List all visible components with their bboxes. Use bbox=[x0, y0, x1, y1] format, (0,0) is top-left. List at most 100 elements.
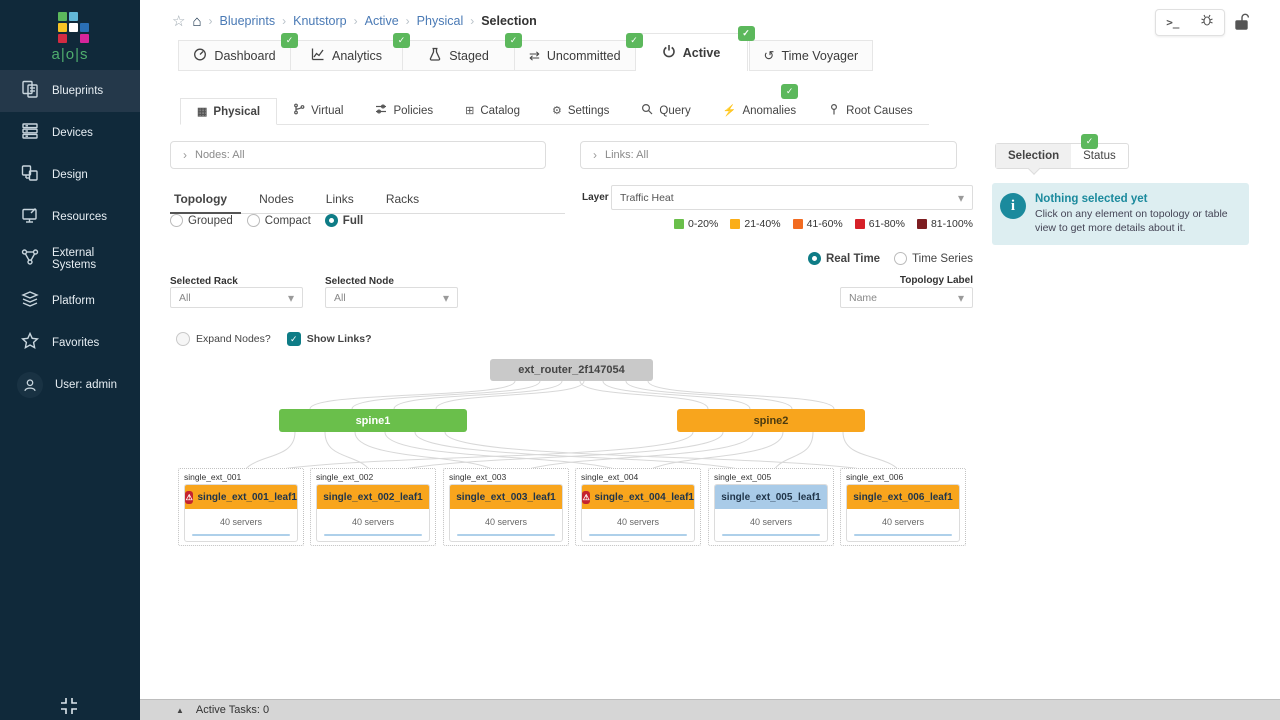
active-tasks-label: Active Tasks: 0 bbox=[195, 704, 270, 716]
tab-nodes[interactable]: Nodes bbox=[259, 192, 294, 206]
tab-time-voyager[interactable]: ↺ Time Voyager bbox=[748, 40, 874, 71]
tab-virtual[interactable]: Virtual bbox=[277, 97, 359, 124]
rack-single-ext-003[interactable]: single_ext_003 ⚠ single_ext_003_leaf1 40… bbox=[443, 468, 569, 546]
show-links-checkbox[interactable]: ✓ Show Links? bbox=[286, 332, 372, 346]
home-icon[interactable]: ⌂ bbox=[192, 12, 202, 30]
checkbox-icon: ✓ bbox=[176, 332, 190, 346]
caret-down-icon: ▾ bbox=[442, 290, 449, 305]
sidebar-item-platform[interactable]: Platform bbox=[0, 280, 140, 322]
warning-icon: ⚠ bbox=[185, 490, 194, 504]
rack-single-ext-001[interactable]: single_ext_001 ⚠ single_ext_001_leaf1 40… bbox=[178, 468, 304, 546]
tab-query[interactable]: Query bbox=[625, 97, 706, 124]
sidebar-item-blueprints[interactable]: Blueprints bbox=[0, 70, 140, 112]
breadcrumb-current: Selection bbox=[481, 14, 537, 28]
node-spine2[interactable]: spine2 bbox=[677, 409, 865, 432]
tab-settings[interactable]: ⚙ Settings bbox=[551, 104, 610, 118]
swap-arrows-icon: ⇄ bbox=[529, 47, 540, 63]
tab-catalog[interactable]: ⊞ Catalog bbox=[465, 104, 520, 118]
tab-selection[interactable]: Selection bbox=[996, 144, 1072, 168]
node-ext-router[interactable]: ext_router_2f147054 bbox=[490, 359, 653, 381]
legend-swatch bbox=[792, 219, 803, 229]
breadcrumb-link-physical[interactable]: Physical bbox=[416, 14, 464, 28]
caret-down-icon: ▾ bbox=[957, 290, 964, 305]
node-leaf[interactable]: ⚠ single_ext_004_leaf1 40 servers bbox=[581, 484, 695, 542]
sidebar-item-user[interactable]: User: admin bbox=[0, 364, 140, 406]
breadcrumb-link-blueprint-name[interactable]: Knutstorp bbox=[293, 14, 347, 28]
links-filter[interactable]: › Links: All bbox=[580, 141, 957, 169]
unlock-icon[interactable] bbox=[1233, 12, 1251, 37]
sidebar-item-design[interactable]: Design bbox=[0, 154, 140, 196]
aos-logo-text: a|o|s bbox=[51, 46, 89, 63]
node-spine1[interactable]: spine1 bbox=[279, 409, 467, 432]
radio-grouped[interactable]: Grouped bbox=[170, 214, 233, 227]
tab-root-causes[interactable]: Root Causes bbox=[812, 97, 928, 124]
resources-icon bbox=[20, 205, 40, 230]
rack-single-ext-002[interactable]: single_ext_002 ⚠ single_ext_002_leaf1 40… bbox=[310, 468, 436, 546]
selected-node-select[interactable]: All ▾ bbox=[325, 287, 458, 308]
topology-label-select[interactable]: Name ▾ bbox=[840, 287, 973, 308]
servers-bar bbox=[589, 534, 687, 536]
sidebar-item-resources[interactable]: Resources bbox=[0, 196, 140, 238]
expand-nodes-checkbox[interactable]: ✓ Expand Nodes? bbox=[176, 332, 271, 346]
selected-rack-label: Selected Rack bbox=[170, 276, 238, 287]
layer-label: Layer bbox=[582, 192, 609, 203]
info-body: Click on any element on topology or tabl… bbox=[1035, 208, 1228, 235]
breadcrumb-separator: › bbox=[208, 14, 213, 28]
check-badge-icon: ✓ bbox=[625, 33, 643, 48]
tab-staged[interactable]: ✓ Staged bbox=[402, 33, 522, 71]
blueprint-tab-bar: ✓ Dashboard ✓ Analytics ✓ Staged ✓ ⇄ Unc… bbox=[178, 26, 874, 71]
sidebar-item-devices[interactable]: Devices bbox=[0, 112, 140, 154]
rack-single-ext-006[interactable]: single_ext_006 ⚠ single_ext_006_leaf1 40… bbox=[840, 468, 966, 546]
radio-full[interactable]: Full bbox=[324, 214, 363, 227]
tab-active[interactable]: ✓ Active bbox=[634, 26, 755, 71]
node-leaf[interactable]: ⚠ single_ext_001_leaf1 40 servers bbox=[184, 484, 298, 542]
tab-policies[interactable]: Policies bbox=[359, 97, 449, 124]
legend-swatch bbox=[854, 219, 865, 229]
tab-analytics[interactable]: ✓ Analytics bbox=[290, 33, 410, 71]
tab-topology[interactable]: Topology bbox=[170, 188, 242, 214]
bug-icon[interactable] bbox=[1200, 13, 1214, 32]
tab-status[interactable]: Status bbox=[1083, 150, 1116, 162]
radio-compact[interactable]: Compact bbox=[246, 214, 311, 227]
analytics-icon bbox=[311, 47, 325, 64]
caret-right-icon: › bbox=[593, 148, 597, 162]
rack-single-ext-004[interactable]: single_ext_004 ⚠ single_ext_004_leaf1 40… bbox=[575, 468, 701, 546]
favorite-star-icon[interactable]: ☆ bbox=[172, 13, 186, 30]
node-leaf[interactable]: ⚠ single_ext_005_leaf1 40 servers bbox=[714, 484, 828, 542]
traffic-heat-legend: 0-20% 21-40% 41-60% 61-80% 81-100% bbox=[611, 218, 973, 230]
pin-icon bbox=[828, 103, 840, 118]
tab-anomalies[interactable]: ✓ ⚡ Anomalies bbox=[722, 84, 799, 117]
grid-icon: ⊞ bbox=[465, 105, 475, 117]
nothing-selected-info: i Nothing selected yet Click on any elem… bbox=[992, 183, 1249, 246]
radio-real-time[interactable]: Real Time bbox=[807, 252, 880, 265]
radio-icon bbox=[170, 214, 183, 227]
radio-icon bbox=[807, 252, 821, 265]
tab-dashboard[interactable]: ✓ Dashboard bbox=[178, 33, 298, 71]
selected-rack-select[interactable]: All ▾ bbox=[170, 287, 303, 308]
sidebar: a|o|s Blueprints Devices Design Resource… bbox=[0, 0, 140, 720]
active-tasks-bar[interactable]: ▲ Active Tasks: 0 bbox=[140, 699, 1280, 720]
nodes-filter[interactable]: › Nodes: All bbox=[170, 141, 546, 169]
node-leaf[interactable]: ⚠ single_ext_003_leaf1 40 servers bbox=[449, 484, 563, 542]
legend-swatch bbox=[730, 219, 741, 229]
breadcrumb-link-active[interactable]: Active bbox=[364, 14, 399, 28]
rack-single-ext-005[interactable]: single_ext_005 ⚠ single_ext_005_leaf1 40… bbox=[708, 468, 834, 546]
sidebar-item-favorites[interactable]: Favorites bbox=[0, 322, 140, 364]
terminal-icon[interactable]: >_ bbox=[1166, 16, 1180, 29]
node-leaf[interactable]: ⚠ single_ext_002_leaf1 40 servers bbox=[316, 484, 430, 542]
tab-physical[interactable]: ▦ Physical bbox=[180, 98, 278, 125]
sliders-icon bbox=[375, 103, 387, 118]
tab-racks[interactable]: Racks bbox=[385, 192, 420, 206]
sidebar-collapse-icon[interactable] bbox=[58, 695, 80, 720]
time-mode-radios: Real Time Time Series bbox=[780, 252, 973, 265]
active-section-tabs: ▦ Physical Virtual Policies ⊞ Catalog ⚙ … bbox=[180, 84, 929, 125]
node-leaf[interactable]: ⚠ single_ext_006_leaf1 40 servers bbox=[846, 484, 960, 542]
tab-uncommitted[interactable]: ✓ ⇄ Uncommitted bbox=[514, 33, 643, 71]
tab-links[interactable]: Links bbox=[325, 192, 354, 206]
layer-select[interactable]: Traffic Heat ▾ bbox=[611, 185, 973, 210]
sidebar-item-external-systems[interactable]: External Systems bbox=[0, 238, 140, 280]
branch-icon bbox=[293, 103, 305, 118]
radio-time-series[interactable]: Time Series bbox=[894, 252, 973, 265]
breadcrumb-link-blueprints[interactable]: Blueprints bbox=[219, 14, 276, 28]
radio-icon bbox=[246, 214, 260, 227]
